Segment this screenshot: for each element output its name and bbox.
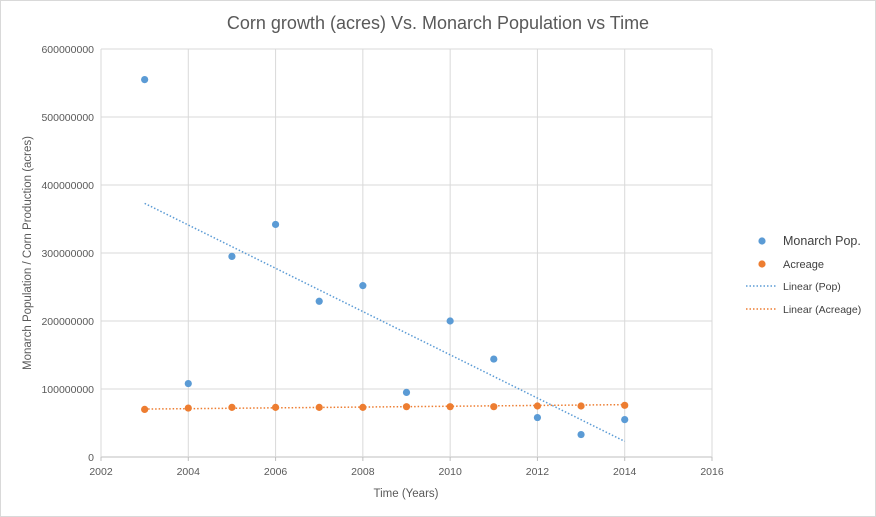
legend: Monarch Pop. Acreage Linear (Pop) Linear (A… <box>746 234 861 316</box>
acreage-point <box>490 403 498 411</box>
x-tick-label: 2016 <box>700 466 724 478</box>
x-tick-label: 2008 <box>351 466 375 478</box>
monarch-pop-point <box>621 416 629 424</box>
legend-linear-pop-label: Linear (Pop) <box>783 281 841 293</box>
x-tick-label: 2006 <box>264 466 288 478</box>
acreage-point <box>402 403 411 411</box>
monarch-pop-point <box>490 355 498 363</box>
monarch-pop-point <box>577 430 585 439</box>
legend-linear-acreage-label: Linear (Acreage) <box>783 304 861 316</box>
acreage-point <box>533 402 542 410</box>
acreage-point <box>228 403 236 411</box>
acreage-point <box>315 403 323 411</box>
y-tick-label: 100000000 <box>41 384 94 396</box>
x-axis-label: Time (Years) <box>374 488 439 500</box>
y-tick-label: 400000000 <box>41 180 94 192</box>
monarch-pop-point <box>228 252 236 260</box>
acreage-point <box>184 404 192 412</box>
gridlines <box>100 48 713 458</box>
legend-acreage-label: Acreage <box>783 259 824 271</box>
monarch-pop-point <box>271 220 280 229</box>
legend-monarch-pop-label: Monarch Pop. <box>783 234 861 248</box>
acreage-point <box>621 401 629 409</box>
legend-monarch-pop-marker <box>758 237 766 245</box>
chart-title: Corn growth (acres) Vs. Monarch Populati… <box>227 13 649 33</box>
x-tick-label: 2012 <box>526 466 550 478</box>
monarch-pop-point <box>141 76 149 84</box>
trendline-acreage <box>144 403 625 410</box>
monarch-pop-point <box>315 297 323 305</box>
monarch-pop-point <box>533 413 542 422</box>
acreage-point <box>141 405 149 413</box>
x-tick-label: 2010 <box>438 466 462 478</box>
x-tick-label: 2002 <box>89 466 113 478</box>
data-points <box>141 76 629 439</box>
monarch-pop-point <box>446 317 454 325</box>
trendlines <box>144 202 626 443</box>
acreage-point <box>271 403 280 411</box>
acreage-point <box>359 403 367 411</box>
y-axis-label: Monarch Population / Corn Production (ac… <box>22 136 34 370</box>
monarch-pop-point <box>359 282 367 290</box>
monarch-pop-point <box>402 388 411 396</box>
y-tick-label: 300000000 <box>41 248 94 260</box>
monarch-pop-point <box>184 379 192 388</box>
x-tick-label: 2004 <box>177 466 201 478</box>
acreage-point <box>446 403 454 411</box>
axes: 0 100000000 200000000 300000000 400000000 500… <box>41 44 723 478</box>
y-tick-label: 600000000 <box>41 44 94 56</box>
acreage-point <box>577 402 585 410</box>
y-tick-label: 200000000 <box>41 316 94 328</box>
legend-acreage-marker <box>758 260 766 268</box>
y-tick-label: 0 <box>88 452 94 464</box>
x-tick-label: 2014 <box>613 466 637 478</box>
trendline-pop <box>144 202 626 443</box>
y-tick-label: 500000000 <box>41 112 94 124</box>
